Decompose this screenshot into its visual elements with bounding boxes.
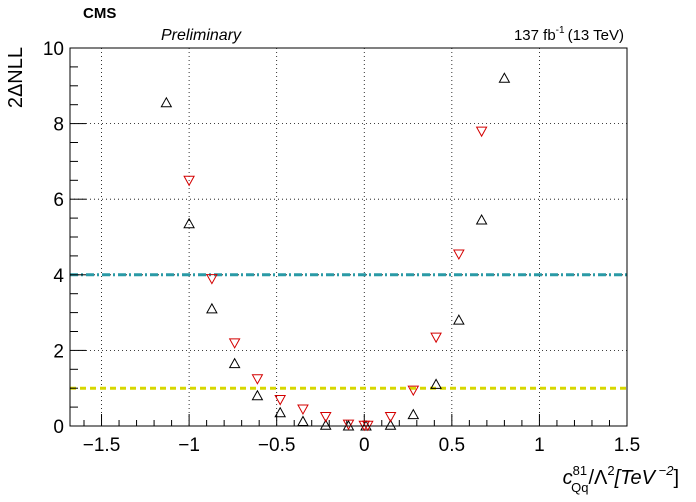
status-label: Preliminary [161, 27, 242, 44]
x-tick-label: 0 [359, 435, 370, 456]
data-point-up-triangle [498, 72, 511, 83]
data-point-up-triangle [384, 419, 397, 430]
data-point-up-triangle [274, 406, 287, 418]
data-point-down-triangle [407, 385, 420, 397]
data-point-down-triangle [183, 175, 195, 187]
data-point-down-triangle [430, 332, 442, 344]
data-point-down-triangle [384, 412, 397, 423]
data-point-up-triangle [475, 213, 488, 225]
luminosity-energy: (13 TeV) [568, 27, 624, 44]
x-axis-title-subscript: Qq [571, 480, 588, 495]
x-tick-label: −1 [178, 435, 200, 456]
x-axis-title-unit-exponent: −2 [655, 463, 674, 478]
plot-frame [69, 47, 628, 427]
data-point-up-triangle [206, 302, 218, 314]
data-point-down-triangle [251, 374, 264, 385]
x-axis-title-symbol: c [563, 467, 573, 489]
data-point-down-triangle [319, 412, 332, 423]
x-axis-title-square: 2 [607, 463, 614, 478]
x-axis-title-unit: [TeV [614, 467, 657, 489]
x-tick-label: 1.5 [614, 435, 640, 456]
tick-labels: −1.5 −1 −0.5 0 0.5 1 1.5 0 2 4 6 8 10 [43, 39, 640, 456]
data-point-up-triangle [297, 415, 309, 426]
x-tick-label: 1 [534, 435, 545, 456]
y-tick-label: 0 [53, 417, 64, 438]
data-point-up-triangle [160, 96, 173, 108]
luminosity-label: 137 fb-1 (13 TeV) [514, 25, 624, 44]
y-axis-title: 2ΔNLL [5, 47, 27, 108]
reference-lines [70, 273, 627, 390]
data-point-up-triangle [319, 419, 332, 430]
y-tick-label: 10 [43, 39, 64, 60]
data-point-down-triangle [475, 126, 488, 138]
data-point-down-triangle [206, 274, 218, 285]
luminosity-value: 137 fb [514, 27, 556, 44]
data-point-down-triangle [274, 395, 287, 406]
data-point-up-triangle [228, 357, 241, 369]
data-point-up-triangle [430, 378, 442, 389]
y-tick-label: 8 [53, 115, 64, 136]
data-point-down-triangle [452, 249, 465, 261]
data-point-up-triangle [183, 217, 195, 229]
axis-ticks [70, 47, 628, 427]
grid-lines [70, 48, 627, 426]
data-markers [160, 72, 511, 432]
data-point-up-triangle [452, 314, 465, 325]
x-axis-title-lambda: /Λ [588, 467, 608, 489]
experiment-label: CMS [83, 5, 116, 22]
x-tick-label: 0.5 [439, 435, 465, 456]
y-tick-label: 6 [53, 190, 64, 211]
data-point-up-triangle [251, 389, 264, 401]
y-tick-label: 2 [53, 341, 64, 362]
data-point-down-triangle [228, 338, 241, 349]
y-tick-label: 4 [53, 266, 64, 287]
x-tick-label: −1.5 [83, 435, 121, 456]
data-point-down-triangle [297, 404, 309, 416]
data-point-down-triangle [342, 419, 355, 431]
x-axis-title-bracket: ] [673, 467, 679, 489]
x-axis-title-superscript: 81 [573, 463, 587, 478]
x-axis-title: c81 Qq/Λ2[TeV −2] [563, 463, 679, 495]
luminosity-exponent: -1 [556, 25, 565, 36]
data-point-up-triangle [407, 408, 420, 420]
x-tick-label: −0.5 [258, 435, 296, 456]
